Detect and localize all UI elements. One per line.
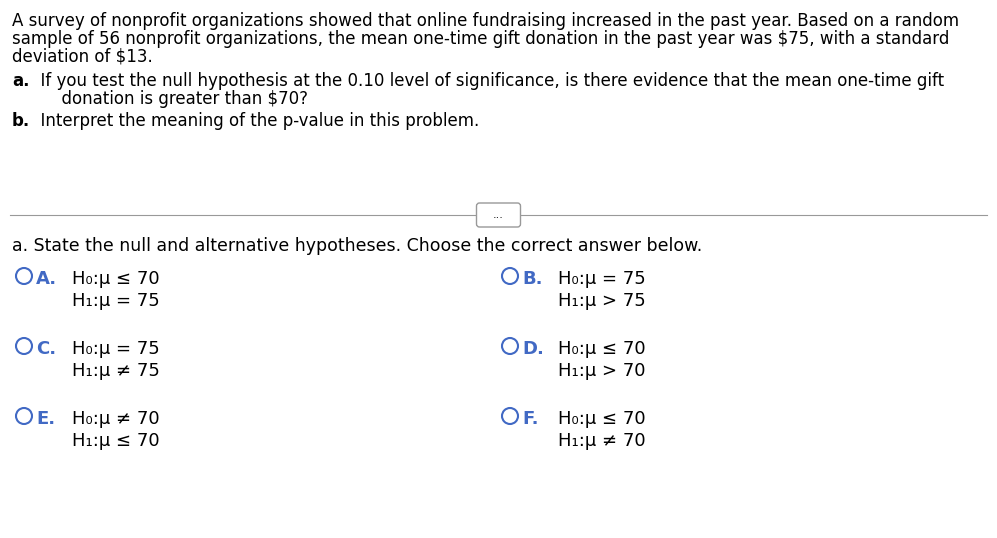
Text: H₀:μ ≠ 70: H₀:μ ≠ 70 [72, 410, 160, 428]
Circle shape [502, 268, 518, 284]
Text: H₀:μ ≤ 70: H₀:μ ≤ 70 [558, 410, 646, 428]
Circle shape [16, 268, 32, 284]
Circle shape [502, 338, 518, 354]
Text: A.: A. [36, 270, 57, 288]
Text: ...: ... [494, 210, 503, 220]
Text: A survey of nonprofit organizations showed that online fundraising increased in : A survey of nonprofit organizations show… [12, 12, 959, 30]
Text: C.: C. [36, 340, 56, 358]
FancyBboxPatch shape [477, 203, 520, 227]
Text: B.: B. [522, 270, 542, 288]
Text: H₀:μ ≤ 70: H₀:μ ≤ 70 [558, 340, 646, 358]
Text: deviation of $13.: deviation of $13. [12, 48, 153, 66]
Text: donation is greater than $70?: donation is greater than $70? [30, 90, 308, 108]
Text: H₀:μ = 75: H₀:μ = 75 [558, 270, 646, 288]
Circle shape [16, 408, 32, 424]
Text: sample of 56 nonprofit organizations, the mean one-time gift donation in the pas: sample of 56 nonprofit organizations, th… [12, 30, 949, 48]
Text: Interpret the meaning of the p-value in this problem.: Interpret the meaning of the p-value in … [30, 112, 480, 130]
Text: H₀:μ ≤ 70: H₀:μ ≤ 70 [72, 270, 160, 288]
Text: H₀:μ = 75: H₀:μ = 75 [72, 340, 160, 358]
Text: a.: a. [12, 72, 30, 90]
Text: D.: D. [522, 340, 544, 358]
Text: H₁:μ > 75: H₁:μ > 75 [558, 292, 646, 310]
Text: H₁:μ = 75: H₁:μ = 75 [72, 292, 160, 310]
Text: F.: F. [522, 410, 538, 428]
Text: H₁:μ ≠ 75: H₁:μ ≠ 75 [72, 362, 160, 380]
Text: E.: E. [36, 410, 55, 428]
Text: H₁:μ ≠ 70: H₁:μ ≠ 70 [558, 432, 646, 450]
Text: a. State the null and alternative hypotheses. Choose the correct answer below.: a. State the null and alternative hypoth… [12, 237, 702, 255]
Circle shape [16, 338, 32, 354]
Text: If you test the null hypothesis at the 0.10 level of significance, is there evid: If you test the null hypothesis at the 0… [30, 72, 944, 90]
Circle shape [502, 408, 518, 424]
Text: b.: b. [12, 112, 30, 130]
Text: H₁:μ ≤ 70: H₁:μ ≤ 70 [72, 432, 160, 450]
Text: H₁:μ > 70: H₁:μ > 70 [558, 362, 645, 380]
